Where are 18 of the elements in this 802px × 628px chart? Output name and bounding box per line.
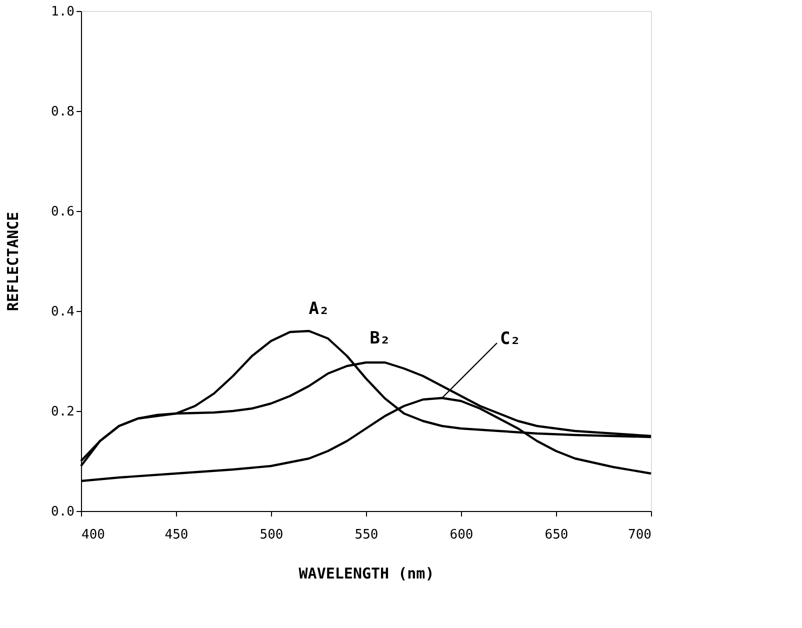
x-tick-label: 550 (354, 528, 378, 542)
x-axis-title: WAVELENGTH (nm) (298, 564, 434, 582)
y-tick-label: 0.2 (51, 404, 74, 420)
x-tick-label: 500 (260, 528, 284, 542)
y-tick-label: 1.0 (51, 4, 74, 20)
y-axis-title: REFLECTANCE (4, 212, 22, 312)
x-tick-label: 650 (544, 528, 568, 542)
x-tick-label: 700 (628, 528, 652, 542)
y-tick-label: 0.4 (51, 304, 75, 320)
y-tick-label: 0.8 (51, 104, 74, 120)
series-label: A₂ (308, 299, 330, 319)
text: C₂ (500, 329, 520, 349)
y-tick-label: 0.0 (51, 504, 74, 520)
x-tick-label: 400 (82, 528, 105, 542)
series-label: B₂ (370, 328, 390, 348)
x-tick-label: 600 (450, 528, 474, 542)
x-tick-label: 450 (164, 528, 188, 542)
y-tick-label: 0.6 (51, 204, 74, 220)
